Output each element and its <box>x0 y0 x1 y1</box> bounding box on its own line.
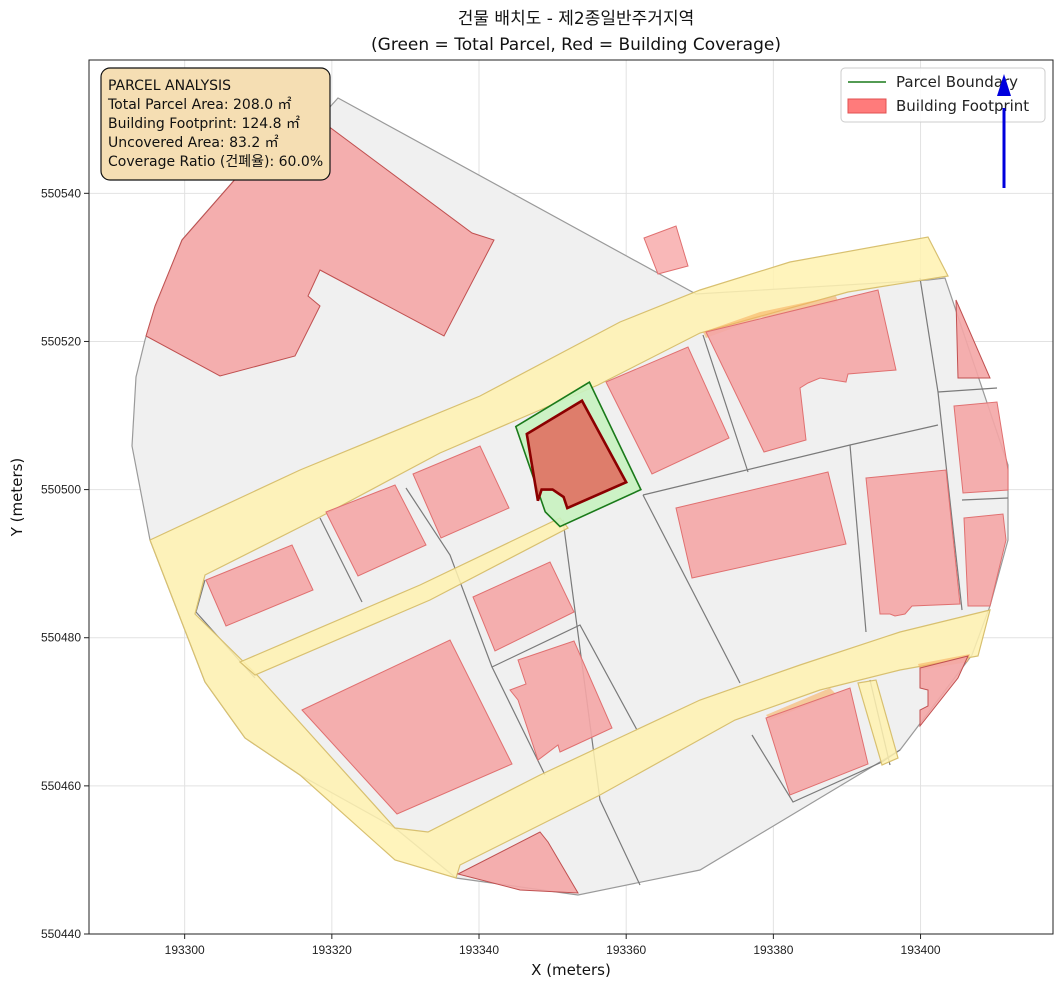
neighbor-building-large-nw <box>145 119 495 377</box>
neighbor-building-5 <box>509 640 613 761</box>
x-axis: 193300 193320 193340 193360 193380 193400 <box>165 934 941 957</box>
info-line-parcel-area: Total Parcel Area: 208.0 ㎡ <box>107 97 292 113</box>
x-tick-label: 193300 <box>165 943 205 957</box>
y-axis-label: Y (meters) <box>8 458 26 538</box>
info-line-uncovered-area: Uncovered Area: 83.2 ㎡ <box>108 135 279 151</box>
legend-building-swatch <box>847 98 887 114</box>
neighbor-building-11 <box>953 401 1009 494</box>
y-tick-label: 550500 <box>41 483 81 497</box>
road-upper-diagonal <box>149 236 991 879</box>
y-axis: 550440 550460 550480 550500 550520 550540 <box>41 186 89 941</box>
x-axis-label: X (meters) <box>531 961 611 979</box>
north-arrow <box>997 74 1011 188</box>
info-line-building-footprint: Building Footprint: 124.8 ㎡ <box>108 116 300 132</box>
neighbor-building-10 <box>865 469 961 617</box>
info-line-coverage-ratio: Coverage Ratio (건폐율): 60.0% <box>108 154 323 170</box>
y-tick-label: 550460 <box>41 779 81 793</box>
x-tick-label: 193320 <box>312 943 352 957</box>
y-tick-label: 550520 <box>41 334 81 348</box>
legend: Parcel Boundary Building Footprint <box>840 67 1046 123</box>
neighbor-building-8 <box>705 289 897 453</box>
x-tick-label: 193400 <box>901 943 941 957</box>
y-tick-label: 550480 <box>41 631 81 645</box>
neighbor-buildings <box>145 119 1009 894</box>
neighbor-building-3 <box>412 445 510 539</box>
neighbor-building-15 <box>919 655 969 728</box>
title-line-1: 건물 배치도 - 제2종일반주거지역 <box>458 9 694 29</box>
neighbor-building-2 <box>325 484 427 577</box>
x-tick-label: 193340 <box>459 943 499 957</box>
neighbor-building-6 <box>301 639 513 815</box>
x-tick-label: 193360 <box>606 943 646 957</box>
neighbor-building-14 <box>765 687 869 796</box>
subject-building-footprint <box>525 398 629 510</box>
y-tick-label: 550440 <box>41 927 81 941</box>
road-inner-branch <box>238 517 569 676</box>
title-line-2: (Green = Total Parcel, Red = Building Co… <box>371 35 781 55</box>
neighbor-building-small-n <box>643 225 689 275</box>
neighbor-building-1 <box>205 544 314 627</box>
y-tick-label: 550540 <box>41 186 81 200</box>
neighbor-building-12 <box>955 299 991 379</box>
neighbor-building-7 <box>605 346 730 475</box>
legend-building-label: Building Footprint <box>896 97 1029 115</box>
neighbor-building-4 <box>472 561 575 652</box>
parcel-division-lines <box>195 277 1009 886</box>
roads <box>149 236 991 879</box>
info-heading: PARCEL ANALYSIS <box>108 78 231 94</box>
road-small-connector <box>857 679 899 766</box>
neighbor-building-16 <box>456 831 579 894</box>
x-tick-label: 193380 <box>753 943 793 957</box>
neighbor-building-13 <box>963 513 1007 607</box>
legend-parcel-label: Parcel Boundary <box>896 73 1018 91</box>
neighbor-building-9 <box>675 471 847 579</box>
parcel-analysis-box: PARCEL ANALYSIS Total Parcel Area: 208.0… <box>100 67 331 181</box>
north-arrow-icon <box>997 74 1011 96</box>
plot-frame <box>88 59 1054 935</box>
